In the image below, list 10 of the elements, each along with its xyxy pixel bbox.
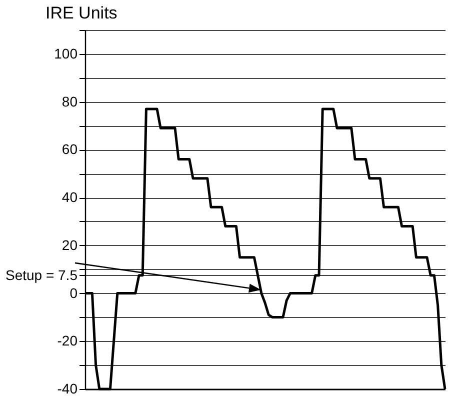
y-axis-title: IRE Units <box>46 4 118 22</box>
y-tick-label: 80 <box>62 93 78 110</box>
y-tick-label: 40 <box>62 189 78 206</box>
y-tick-label: -20 <box>57 332 78 349</box>
y-tick-label: 0 <box>70 284 78 301</box>
y-tick-label: 100 <box>54 45 78 62</box>
y-tick-label: Setup = 7.5 <box>5 266 78 283</box>
y-tick-label: 60 <box>62 141 78 158</box>
y-tick-label: -40 <box>57 380 78 396</box>
y-tick-label: 20 <box>62 236 78 253</box>
